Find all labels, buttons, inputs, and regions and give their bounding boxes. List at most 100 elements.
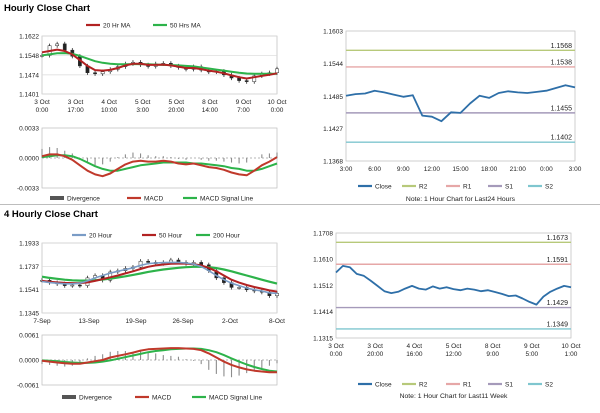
four-hourly-200hr-line: [41, 265, 278, 285]
hourly-levels-x-tick-label: 21:00: [510, 166, 527, 173]
four-hourly-price-y-tick-label: 1.1737: [19, 264, 39, 271]
hourly-price-candle: [62, 43, 67, 51]
four-hourly-50hr-line: [41, 262, 278, 293]
four-hourly-levels-y-tick-label: 1.1610: [313, 257, 333, 264]
hourly-macd-y-tick-label: 0.0033: [19, 126, 39, 133]
four-hourly-price-y-tick-label: 1.1933: [19, 241, 39, 248]
hourly-price-y-tick-label: 1.1622: [19, 34, 39, 41]
four-hourly-price-x-tick-label: 8-Oct: [269, 318, 285, 325]
four-hourly-macd-legend-divergence-swatch: [62, 395, 76, 399]
four-hourly-levels-level-s2-label: 1.1349: [547, 321, 569, 328]
four-hourly-levels-x-tick-label: 5:00: [526, 351, 539, 358]
hourly-levels-legend-s2-label: S2: [545, 184, 553, 191]
four-hourly-levels-x-tick-label: 4 Oct: [407, 343, 423, 350]
four-hourly-price-candle: [146, 260, 150, 263]
four-hourly-macd-legend-divergence-label: Divergence: [79, 395, 112, 402]
four-hourly-levels-y-tick-label: 1.1315: [313, 336, 333, 343]
hourly-price-x-tick-label: 10:00: [101, 107, 118, 114]
section-divider: [0, 204, 600, 205]
hourly-price-candle: [275, 68, 279, 73]
hourly-levels-x-tick-label: 3:00: [569, 166, 582, 173]
four-hourly-price-x-tick-label: 2-Oct: [222, 318, 238, 325]
four-hourly-macd-y-tick-label: 0.0000: [19, 358, 39, 365]
hourly-price-x-tick-label: 10 Oct: [267, 99, 286, 106]
hourly-50hr-ma-line: [41, 52, 277, 75]
hourly-macd-y-tick-label: -0.0033: [17, 186, 39, 193]
four-hourly-levels-level-r1-label: 1.1591: [547, 257, 569, 264]
hourly-macd-legend-signal-label: MACD Signal Line: [200, 196, 253, 203]
four-hourly-legend-200hr-label: 200 Hour: [213, 233, 241, 240]
four-hourly-section-title: 4 Hourly Close Chart: [4, 209, 98, 220]
four-hourly-macd-y-tick-label: -0.0061: [17, 383, 39, 390]
four-hourly-levels-x-tick-label: 20:00: [367, 351, 384, 358]
hourly-macd-legend-divergence-swatch: [50, 196, 64, 200]
hourly-macd-legend-macd-label: MACD: [144, 196, 163, 203]
hourly-price-candle: [244, 80, 249, 82]
four-hourly-levels-legend-s1-label: S1: [505, 382, 513, 389]
four-hourly-macd-macd-line: [41, 347, 277, 374]
hourly-price-candle: [93, 72, 97, 75]
hourly-price-y-tick-label: 1.1548: [19, 53, 39, 60]
hourly-price-x-tick-label: 4 Oct: [101, 99, 117, 106]
four-hourly-levels-y-tick-label: 1.1512: [313, 283, 333, 290]
four-hourly-levels-x-tick-label: 12:00: [445, 351, 462, 358]
hourly-price-x-tick-label: 3 Oct: [68, 99, 84, 106]
four-hourly-levels-level-r2-label: 1.1673: [547, 235, 569, 242]
four-hourly-levels-x-tick-label: 3 Oct: [367, 343, 383, 350]
four-hourly-levels-x-tick-label: 10 Oct: [561, 343, 580, 350]
four-hourly-levels-x-tick-label: 1:00: [565, 351, 578, 358]
hourly-levels-level-r1-label: 1.1538: [551, 59, 573, 66]
hourly-price-candle: [100, 71, 105, 75]
hourly-levels-x-tick-label: 18:00: [481, 166, 498, 173]
four-hourly-levels-x-tick-label: 9:00: [486, 351, 499, 358]
hourly-price-x-tick-label: 9 Oct: [236, 99, 252, 106]
hourly-levels-y-tick-label: 1.1427: [323, 126, 343, 133]
four-hourly-levels-legend-close-label: Close: [375, 382, 392, 389]
four-hourly-price-x-tick-label: 7-Sep: [33, 318, 51, 325]
hourly-macd-macd-line: [41, 153, 278, 178]
hourly-levels-level-s2-label: 1.1402: [551, 135, 573, 142]
hourly-price-candle: [252, 75, 257, 82]
four-hourly-price-x-tick-label: 26-Sep: [173, 318, 194, 325]
hourly-levels-level-r2-label: 1.1568: [551, 43, 573, 50]
hourly-levels-plot-area: [345, 30, 576, 162]
hourly-levels-note: Note: 1 Hour Chart for Last24 Hours: [406, 196, 516, 203]
four-hourly-macd-y-tick-label: 0.0061: [19, 333, 39, 340]
four-hourly-levels-x-tick-label: 9 Oct: [524, 343, 540, 350]
hourly-price-x-tick-label: 0:00: [271, 107, 284, 114]
hourly-price-x-tick-label: 0:00: [36, 107, 49, 114]
hourly-levels-legend-r1-label: R1: [463, 184, 472, 191]
four-hourly-levels-level-s1-label: 1.1429: [547, 300, 569, 307]
hourly-20hr-ma-line: [41, 48, 278, 80]
hourly-price-x-tick-label: 7:00: [237, 107, 250, 114]
four-hourly-macd-legend-signal-label: MACD Signal Line: [209, 395, 262, 402]
hourly-levels-legend-s1-label: S1: [505, 184, 513, 191]
hourly-price-x-tick-label: 14:00: [202, 107, 219, 114]
four-hourly-price-plot-area: [41, 242, 278, 314]
four-hourly-levels-x-tick-label: 5 Oct: [446, 343, 462, 350]
hourly-levels-y-tick-label: 1.1544: [323, 61, 343, 68]
four-hourly-levels-x-tick-label: 0:00: [330, 351, 343, 358]
hourly-price-x-tick-label: 17:00: [67, 107, 84, 114]
four-hourly-price-x-tick-label: 19-Sep: [126, 318, 147, 325]
four-hourly-levels-y-tick-label: 1.1708: [313, 231, 333, 238]
hourly-levels-x-tick-label: 0:00: [540, 166, 553, 173]
hourly-price-x-tick-label: 5 Oct: [135, 99, 151, 106]
four-hourly-levels-legend-s2-label: S2: [545, 382, 553, 389]
hourly-macd-signal-line: [41, 154, 278, 172]
hourly-legend-20hr-ma-label: 20 Hr MA: [103, 23, 131, 30]
hourly-macd-legend-divergence-label: Divergence: [67, 196, 100, 203]
hourly-price-x-tick-label: 3 Oct: [34, 99, 50, 106]
hourly-levels-y-tick-label: 1.1603: [323, 29, 343, 36]
four-hourly-levels-close-line: [335, 264, 572, 306]
four-hourly-20hr-line: [41, 261, 278, 295]
four-hourly-levels-plot-area: [335, 232, 572, 339]
hourly-price-x-tick-label: 5 Oct: [169, 99, 185, 106]
hourly-price-y-tick-label: 1.1401: [19, 92, 39, 99]
four-hourly-price-x-tick-label: 13-Sep: [79, 318, 100, 325]
hourly-price-candle: [55, 43, 60, 46]
four-hourly-price-candle: [237, 287, 241, 289]
hourly-price-x-tick-label: 3:00: [136, 107, 149, 114]
hourly-levels-legend-close-label: Close: [375, 184, 392, 191]
four-hourly-levels-x-tick-label: 3 Oct: [328, 343, 344, 350]
